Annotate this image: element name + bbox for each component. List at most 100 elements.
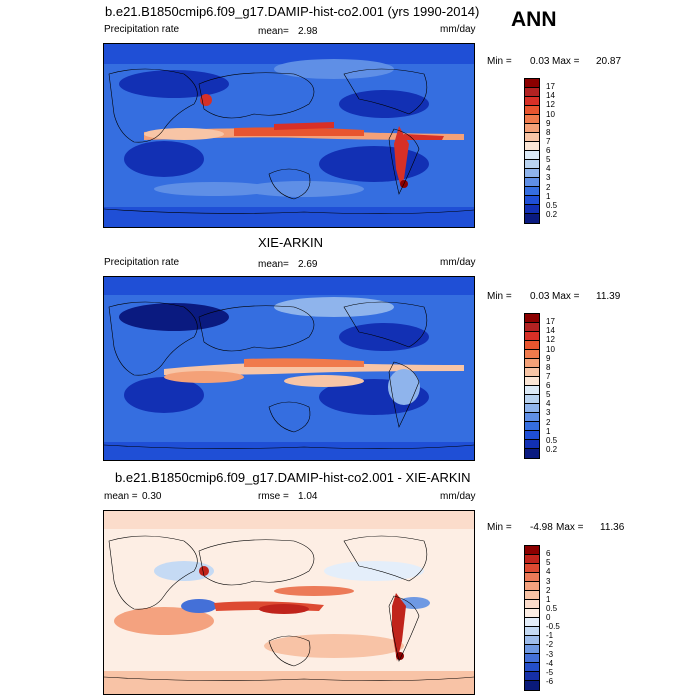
season-label: ANN [511, 8, 557, 31]
colorbar-tick-label: -0.5 [546, 622, 560, 632]
colorbar-tick-label: 3 [546, 576, 551, 586]
colorbar-swatch [525, 314, 539, 323]
colorbar-tick-label: 5 [546, 390, 551, 400]
colorbar-tick-label: 4 [546, 399, 551, 409]
map-canvas [104, 277, 474, 460]
colorbar-tick-label: 5 [546, 155, 551, 165]
precip-map-model [103, 43, 475, 228]
colorbar-swatch [525, 681, 539, 690]
colorbar-swatch [525, 368, 539, 377]
max-value: 11.39 [596, 291, 621, 302]
colorbar-swatch [525, 654, 539, 663]
colorbar-swatch [525, 546, 539, 555]
colorbar-tick-label: 5 [546, 558, 551, 568]
colorbar-tick-label: 2 [546, 585, 551, 595]
max-label: Max = [556, 522, 584, 533]
colorbar-model [524, 78, 540, 224]
colorbar-swatch [525, 582, 539, 591]
colorbar-swatch [525, 79, 539, 88]
colorbar-obs [524, 313, 540, 459]
colorbar-tick-label: 12 [546, 335, 555, 345]
colorbar-swatch [525, 124, 539, 133]
colorbar-swatch [525, 431, 539, 440]
colorbar-swatch [525, 332, 539, 341]
colorbar-tick-label: -3 [546, 649, 554, 659]
colorbar-tick-label: 7 [546, 136, 551, 146]
panel-title: XIE-ARKIN [258, 235, 324, 250]
colorbar-tick-label: 0.2 [546, 444, 558, 454]
mean-value: 0.30 [142, 491, 162, 502]
colorbar-swatch [525, 350, 539, 359]
colorbar-swatch [525, 160, 539, 169]
colorbar-tick-label: 0 [546, 613, 551, 622]
colorbar-swatch [525, 106, 539, 115]
colorbar-swatch [525, 214, 539, 223]
colorbar-tick-label: 3 [546, 173, 551, 183]
colorbar-swatch [525, 600, 539, 609]
colorbar-swatch [525, 609, 539, 618]
map-canvas [104, 44, 474, 227]
colorbar-swatch [525, 115, 539, 124]
colorbar-tick-label: -2 [546, 640, 554, 650]
colorbar-tick-label: 2 [546, 182, 551, 192]
colorbar-swatch [525, 323, 539, 332]
colorbar-tick-label: 0.5 [546, 603, 558, 613]
max-value: 20.87 [596, 56, 622, 67]
colorbar-swatch [525, 404, 539, 413]
max-value: 11.36 [600, 522, 625, 533]
max-label: Max = [552, 56, 580, 67]
colorbar-tick-label: 1 [546, 594, 551, 604]
rmse-value: 1.04 [298, 491, 318, 502]
colorbar-tick-label: 6 [546, 549, 551, 559]
colorbar-swatch [525, 627, 539, 636]
mean-value: 2.98 [298, 26, 318, 37]
colorbar-swatch [525, 205, 539, 214]
min-label: Min = [487, 56, 512, 67]
mean-value: 2.69 [298, 259, 318, 270]
colorbar-tick-label: -1 [546, 631, 554, 641]
colorbar-tick-label: 3 [546, 408, 551, 418]
colorbar-tick-label: 1 [546, 426, 551, 436]
colorbar-tick-label: 17 [546, 317, 555, 327]
colorbar-tick-label: 2 [546, 417, 551, 427]
colorbar-tick-label: 7 [546, 371, 551, 381]
colorbar-swatch [525, 359, 539, 368]
rmse-label: rmse = [258, 491, 289, 502]
colorbar-swatch [525, 413, 539, 422]
colorbar-tick-label: 4 [546, 567, 551, 577]
colorbar-tick-label: 9 [546, 353, 551, 363]
colorbar-tick-label: 8 [546, 127, 551, 137]
colorbar-tick-label: 8 [546, 362, 551, 372]
colorbar-tick-label: 12 [546, 100, 555, 110]
units-label: mm/day [440, 257, 476, 268]
precip-map-obs [103, 276, 475, 461]
colorbar-swatch [525, 187, 539, 196]
colorbar-tick-label: 1 [546, 191, 551, 201]
mean-label: mean= [258, 259, 289, 270]
variable-label: Precipitation rate [104, 257, 180, 268]
colorbar-swatch [525, 564, 539, 573]
panel-title: b.e21.B1850cmip6.f09_g17.DAMIP-hist-co2.… [115, 470, 471, 485]
colorbar-swatch [525, 169, 539, 178]
min-value: 0.03 [530, 291, 550, 302]
colorbar-swatch [525, 663, 539, 672]
colorbar-swatch [525, 196, 539, 205]
colorbar-tick-label: 0.2 [546, 209, 558, 219]
colorbar-swatch [525, 645, 539, 654]
colorbar-swatch [525, 142, 539, 151]
colorbar-swatch [525, 178, 539, 187]
colorbar-tick-label: 17 [546, 82, 555, 92]
units-label: mm/day [440, 24, 476, 35]
colorbar-swatch [525, 555, 539, 564]
mean-label: mean = [104, 491, 138, 502]
colorbar-tick-label: 9 [546, 118, 551, 128]
colorbar-swatch [525, 88, 539, 97]
colorbar-tick-label: 0.5 [546, 200, 558, 210]
min-label: Min = [487, 522, 512, 533]
colorbar-diff [524, 545, 540, 691]
colorbar-swatch [525, 591, 539, 600]
max-label: Max = [552, 291, 580, 302]
colorbar-swatch [525, 449, 539, 458]
colorbar-tick-label: 14 [546, 91, 555, 101]
colorbar-tick-label: 6 [546, 146, 551, 155]
